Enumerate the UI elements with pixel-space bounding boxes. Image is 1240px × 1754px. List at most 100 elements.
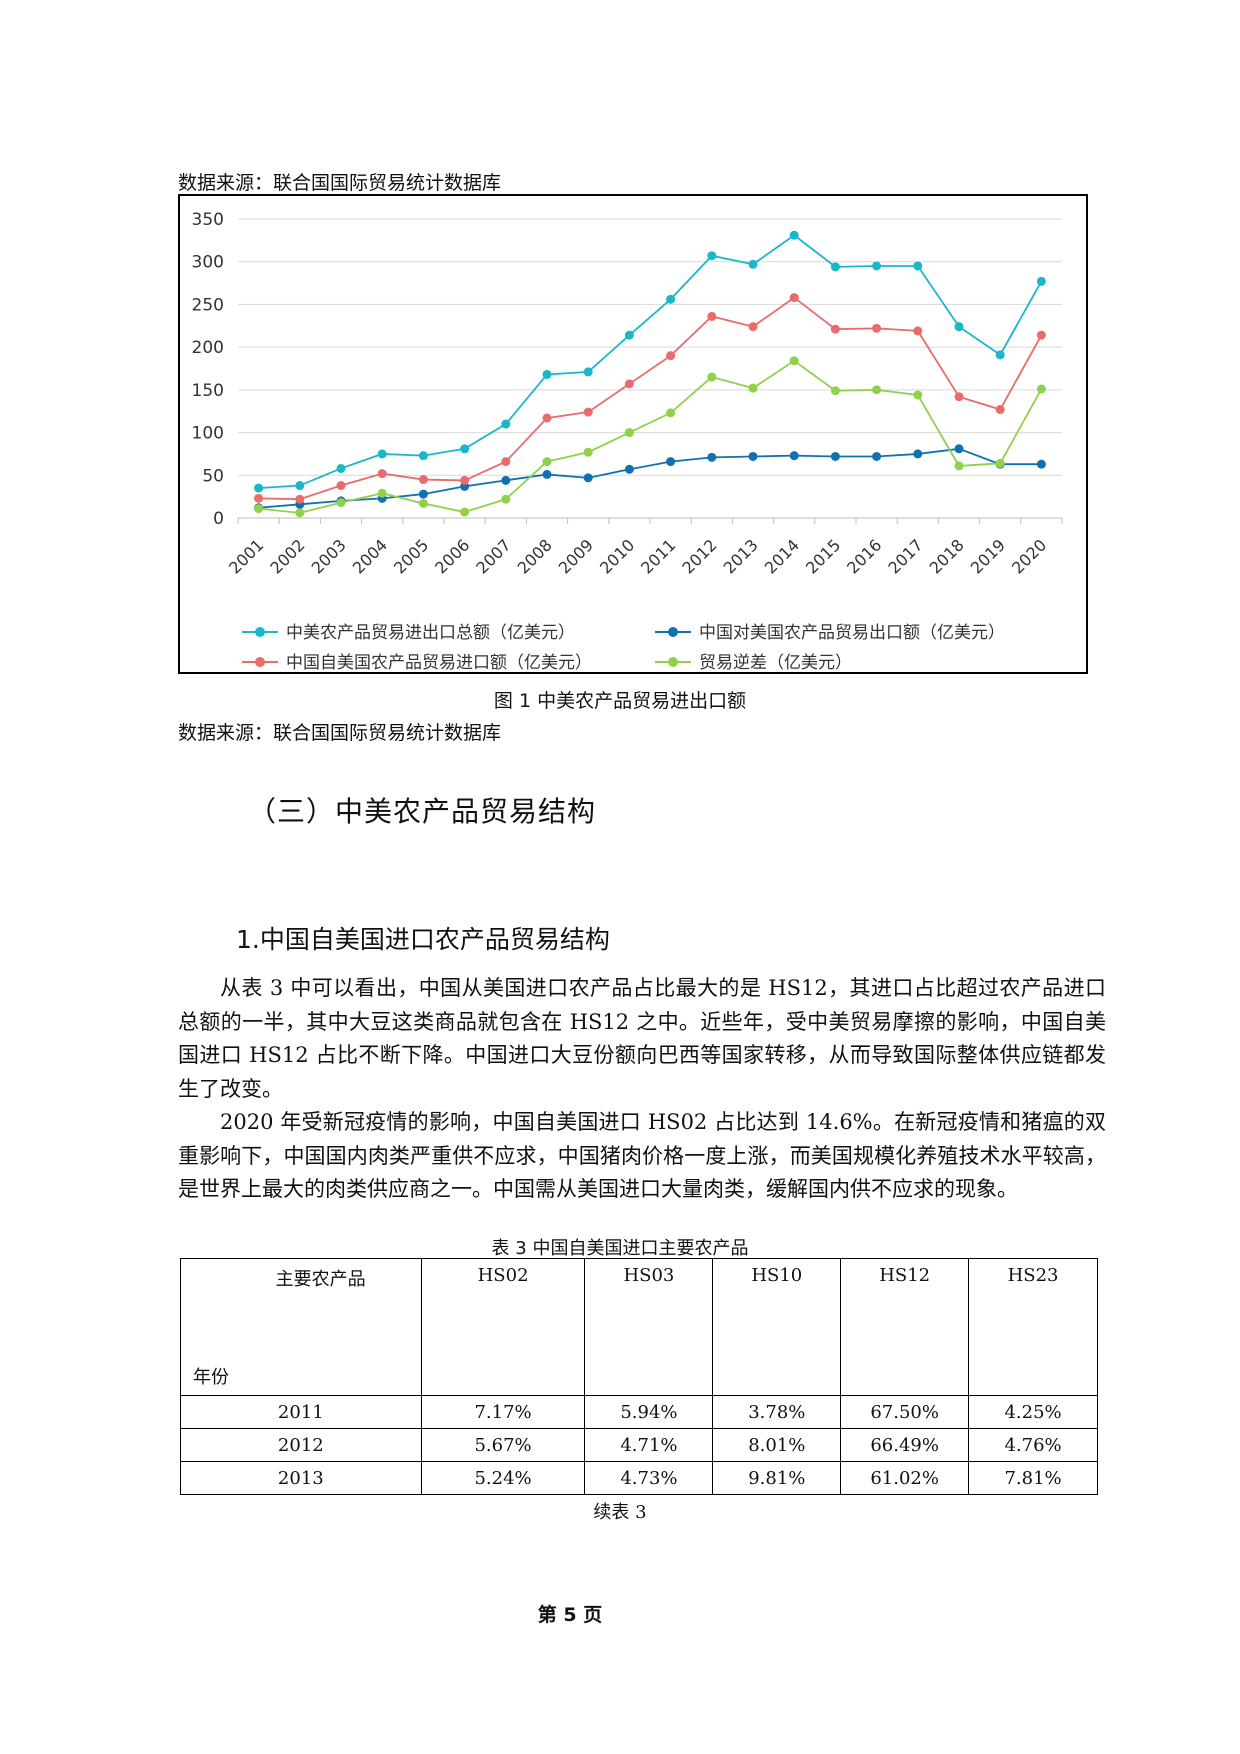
- table-cell: 5.67%: [420, 1428, 586, 1462]
- data-point: [460, 444, 470, 454]
- table-cell: 3.78%: [712, 1395, 842, 1429]
- subsection-heading: 1.中国自美国进口农产品贸易结构: [236, 925, 610, 954]
- table-row: 2012 5.67% 4.71% 8.01% 66.49% 4.76%: [180, 1428, 1098, 1462]
- data-point: [336, 463, 346, 473]
- data-point: [707, 372, 717, 382]
- data-point: [1036, 384, 1046, 394]
- table-header-row: 主要农产品 年份 HS02 HS03 HS10 HS12 HS23: [180, 1258, 1098, 1396]
- data-point: [830, 324, 840, 334]
- data-point: [336, 498, 346, 508]
- data-point: [830, 262, 840, 272]
- table-cell: 8.01%: [712, 1428, 842, 1462]
- y-tick-label: 0: [213, 509, 224, 529]
- data-point: [295, 508, 305, 518]
- x-tick-label: 2005: [390, 535, 432, 577]
- y-tick-label: 300: [192, 253, 224, 273]
- data-point: [913, 326, 923, 336]
- legend-label: 中国自美国农产品贸易进口额（亿美元）: [286, 653, 592, 672]
- data-point: [583, 367, 593, 377]
- data-point: [460, 475, 470, 485]
- data-point: [789, 293, 799, 303]
- data-point: [542, 457, 552, 467]
- column-header: HS10: [712, 1258, 842, 1396]
- data-point: [872, 451, 882, 461]
- header-product-label: 主要农产品: [275, 1269, 366, 1290]
- data-point: [418, 498, 428, 508]
- table-cell: 4.25%: [968, 1395, 1098, 1429]
- data-point: [789, 356, 799, 366]
- data-point: [624, 379, 634, 389]
- x-tick-label: 2014: [761, 535, 803, 577]
- series-line: [258, 447, 1042, 509]
- x-tick-label: 2020: [1008, 535, 1050, 577]
- data-point: [1036, 330, 1046, 340]
- x-tick-label: 2019: [967, 535, 1009, 577]
- legend-marker: [255, 657, 265, 667]
- paragraph-2: 2020 年受新冠疫情的影响，中国自美国进口 HS02 占比达到 14.6%。在…: [178, 1110, 1106, 1201]
- table-cell: 5.94%: [584, 1395, 714, 1429]
- data-point: [460, 507, 470, 517]
- table-cell: 61.02%: [840, 1461, 970, 1495]
- data-point: [501, 475, 511, 485]
- data-point: [254, 504, 264, 514]
- data-point: [583, 473, 593, 483]
- legend-label: 贸易逆差（亿美元）: [699, 653, 852, 672]
- page-number: 第 5 页: [537, 1604, 603, 1626]
- x-tick-label: 2009: [555, 535, 597, 577]
- data-point: [872, 323, 882, 333]
- data-point: [295, 481, 305, 491]
- data-point: [666, 457, 676, 467]
- header-year-label: 年份: [193, 1367, 229, 1388]
- x-tick-label: 2017: [884, 535, 926, 577]
- legend-label: 中美农产品贸易进出口总额（亿美元）: [286, 623, 575, 643]
- table-cell: 4.73%: [584, 1461, 714, 1495]
- header-diagonal-cell: 主要农产品 年份: [180, 1258, 422, 1396]
- data-point: [913, 449, 923, 459]
- data-point: [583, 407, 593, 417]
- data-point: [830, 386, 840, 396]
- table-cell: 4.76%: [968, 1428, 1098, 1462]
- data-point: [418, 451, 428, 461]
- figure-source-top: 数据来源：联合国国际贸易统计数据库: [178, 172, 502, 194]
- figure-caption: 图 1 中美农产品贸易进出口额: [493, 690, 747, 712]
- data-point: [913, 261, 923, 271]
- y-tick-label: 50: [202, 466, 224, 486]
- data-point: [542, 369, 552, 379]
- data-point: [624, 428, 634, 438]
- series-line: [258, 234, 1043, 489]
- data-point: [707, 311, 717, 321]
- data-point: [789, 230, 799, 240]
- y-tick-label: 150: [192, 381, 224, 401]
- column-header: HS02: [420, 1258, 586, 1396]
- series-line: [258, 359, 1043, 514]
- column-header: HS12: [840, 1258, 970, 1396]
- row-year: 2012: [180, 1428, 422, 1462]
- legend-marker: [668, 627, 678, 637]
- data-point: [295, 494, 305, 504]
- data-point: [748, 383, 758, 393]
- x-tick-label: 2007: [472, 535, 514, 577]
- row-year: 2013: [180, 1461, 422, 1495]
- data-point: [995, 350, 1005, 360]
- data-point: [913, 390, 923, 400]
- line-chart: 0 50 100 150 200 250 300 350 2001 2002 2003 2004 200…: [178, 194, 1088, 674]
- series-line: [258, 296, 1043, 501]
- data-point: [872, 261, 882, 271]
- x-tick-label: 2015: [802, 535, 844, 577]
- x-tick-label: 2018: [926, 535, 968, 577]
- x-tick-label: 2001: [225, 535, 267, 577]
- data-point: [254, 493, 264, 503]
- data-point: [542, 413, 552, 423]
- legend-label: 中国对美国农产品贸易出口额（亿美元）: [699, 623, 1005, 643]
- data-point: [872, 385, 882, 395]
- data-point: [501, 457, 511, 467]
- data-point: [666, 351, 676, 361]
- data-point: [377, 449, 387, 459]
- data-point: [995, 405, 1005, 415]
- table-cell: 66.49%: [840, 1428, 970, 1462]
- row-year: 2011: [180, 1395, 422, 1429]
- data-point: [954, 392, 964, 402]
- x-tick-label: 2010: [596, 535, 638, 577]
- data-point: [624, 464, 634, 474]
- y-tick-label: 200: [192, 338, 224, 358]
